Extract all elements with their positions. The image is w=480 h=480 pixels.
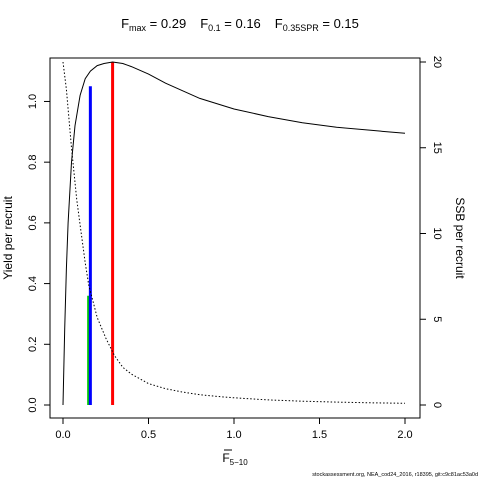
x-tick-label: 0.0 bbox=[55, 429, 70, 441]
y-left-tick-label: 1.0 bbox=[27, 94, 39, 109]
x-tick-label: 0.5 bbox=[141, 429, 156, 441]
series-ssb-per-recruit bbox=[62, 61, 406, 404]
y-left-tick-label: 0.0 bbox=[27, 397, 39, 412]
y-left-tick-label: 0.2 bbox=[27, 337, 39, 352]
y-right-tick-label: 5 bbox=[431, 316, 443, 322]
x-axis-label: F5−10 bbox=[222, 451, 248, 467]
series-yield-per-recruit bbox=[62, 61, 406, 406]
y-axis-right-label: SSB per recruit bbox=[453, 197, 467, 279]
y-axis-left-label: Yield per recruit bbox=[1, 196, 15, 280]
x-tick-label: 1.5 bbox=[312, 429, 327, 441]
y-right-tick-label: 10 bbox=[431, 227, 443, 239]
y-left-tick-label: 0.4 bbox=[27, 276, 39, 291]
y-left-tick-label: 0.6 bbox=[27, 215, 39, 230]
axes: 0.0 0.5 1.0 1.5 2.0 0.0 0.2 0.4 0.6 0.8 1.0 0 5 10 15 2… bbox=[27, 56, 443, 441]
x-tick-label: 1.0 bbox=[226, 429, 241, 441]
x-tick-label: 2.0 bbox=[397, 429, 412, 441]
y-right-tick-label: 20 bbox=[431, 56, 443, 68]
footnote: stockassessment.org, NEA_cod24_2016, r18… bbox=[312, 472, 478, 478]
y-right-tick-label: 0 bbox=[431, 402, 443, 408]
y-right-tick-label: 15 bbox=[431, 142, 443, 154]
plot-content bbox=[62, 61, 406, 406]
chart-title: Fmax = 0.29 F0.1 = 0.16 F0.35SPR = 0.15 bbox=[121, 16, 359, 33]
y-left-tick-label: 0.8 bbox=[27, 155, 39, 170]
plot-frame bbox=[49, 57, 421, 419]
